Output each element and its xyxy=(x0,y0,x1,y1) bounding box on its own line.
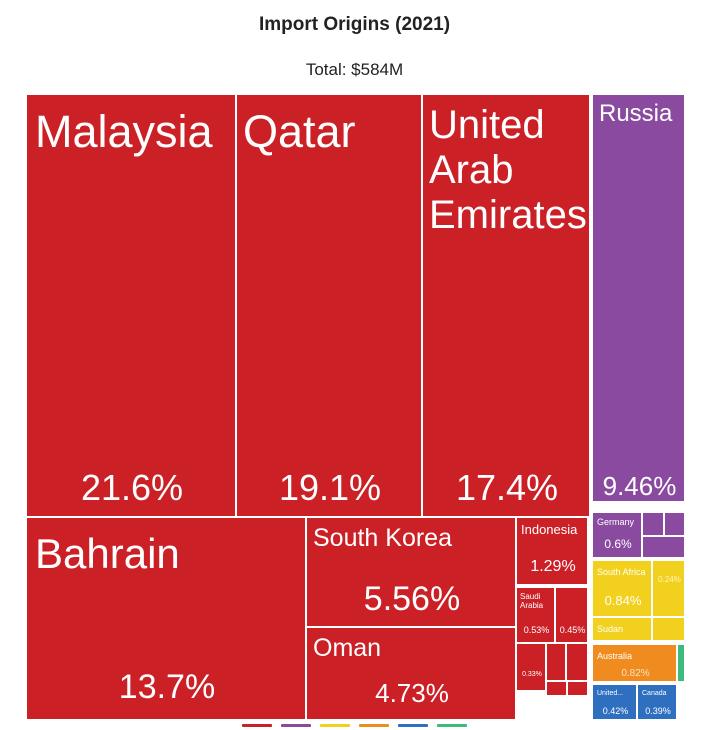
treemap-tile-united-arab-emirates[interactable]: United Arab Emirates 17.4% xyxy=(422,94,590,517)
chart-title: Import Origins (2021) xyxy=(258,14,451,35)
treemap-tile-qatar[interactable]: Qatar 19.1% xyxy=(236,94,422,517)
treemap-tile-other-20[interactable]: 0.24% xyxy=(652,560,685,617)
tile-name: Qatar xyxy=(243,106,356,157)
treemap-tile-united[interactable]: United... 0.42% xyxy=(592,684,637,720)
tile-value: 0.42% xyxy=(602,706,629,716)
tile-name: Sudan xyxy=(597,624,624,634)
treemap-tile-other-9[interactable]: 0.45% xyxy=(555,587,588,643)
legend-swatch-5[interactable] xyxy=(437,724,467,727)
tile-value: 0.53% xyxy=(523,625,550,635)
tile-value: 5.56% xyxy=(363,580,461,618)
treemap-tile-other-12[interactable] xyxy=(566,643,588,681)
tile-name: Indonesia xyxy=(521,522,578,537)
legend-swatch-2[interactable] xyxy=(320,724,350,727)
tile-name: United... xyxy=(597,690,624,697)
treemap-tile-saudi-arabia[interactable]: Saudi Arabia 0.53% xyxy=(516,587,555,643)
tile-value: 0.82% xyxy=(621,668,650,679)
legend xyxy=(0,724,709,730)
treemap-tile-canada[interactable]: Canada 0.39% xyxy=(637,684,677,720)
treemap-tile-other-10[interactable]: 0.33% xyxy=(516,643,546,691)
tile-value: 19.1% xyxy=(278,467,382,508)
treemap-tile-south-africa[interactable]: South Africa 0.84% xyxy=(592,560,652,617)
treemap-tile-other-14[interactable] xyxy=(567,681,588,696)
treemap-tile-other-13[interactable] xyxy=(546,681,567,696)
legend-swatch-3[interactable] xyxy=(359,724,389,727)
tile-name: Canada xyxy=(642,690,667,697)
treemap-tile-oman[interactable]: Oman 4.73% xyxy=(306,627,516,720)
tile-value: 0.24% xyxy=(658,575,681,584)
tile-value: 0.45% xyxy=(559,625,586,635)
treemap-tile-australia[interactable]: Australia 0.82% xyxy=(592,644,677,682)
tile-name: Germany xyxy=(597,517,635,527)
tile-name: Saudi Arabia xyxy=(520,592,544,610)
treemap-tile-other-22[interactable] xyxy=(652,617,685,641)
tile-value: 0.6% xyxy=(604,537,632,551)
tile-value: 4.73% xyxy=(375,678,449,708)
tile-name: South Africa xyxy=(597,567,646,577)
tile-name: South Korea xyxy=(313,524,452,552)
tile-value: 0.84% xyxy=(604,593,642,608)
treemap-tile-sudan[interactable]: Sudan xyxy=(592,617,652,641)
treemap-tile-bahrain[interactable]: Bahrain 13.7% xyxy=(26,517,306,720)
tile-value: 1.29% xyxy=(530,558,576,575)
tile-value: 17.4% xyxy=(455,467,559,508)
tile-name: United Arab Emirates xyxy=(429,103,587,237)
tile-value: 21.6% xyxy=(80,467,184,508)
legend-swatch-4[interactable] xyxy=(398,724,428,727)
tile-value: 9.46% xyxy=(602,471,677,501)
treemap-tile-malaysia[interactable]: Malaysia 21.6% xyxy=(26,94,236,517)
tile-name: Bahrain xyxy=(35,530,180,577)
tile-value: 13.7% xyxy=(118,668,216,706)
treemap-tile-germany[interactable]: Germany 0.6% xyxy=(592,512,642,558)
tile-name: Malaysia xyxy=(35,106,213,157)
legend-swatch-1[interactable] xyxy=(281,724,311,727)
tile-value: 0.33% xyxy=(522,671,542,678)
treemap-tile-russia[interactable]: Russia 9.46% xyxy=(592,94,685,502)
tile-name: Russia xyxy=(599,100,673,127)
tile-name: Australia xyxy=(597,651,633,661)
treemap-tile-other-17[interactable] xyxy=(664,512,685,536)
tile-value: 0.39% xyxy=(645,706,671,716)
treemap-tile-other-26[interactable] xyxy=(677,644,685,682)
tile-name: Oman xyxy=(313,634,382,662)
chart-subtitle: Total: $584M xyxy=(305,60,404,79)
treemap-tile-sri[interactable] xyxy=(546,643,566,681)
treemap-tile-indonesia[interactable]: Indonesia 1.29% xyxy=(516,517,588,585)
treemap-tile-south-korea[interactable]: South Korea 5.56% xyxy=(306,517,516,627)
treemap-tile-other-18[interactable] xyxy=(642,536,685,558)
treemap: Malaysia 21.6% Qatar 19.1% United Arab Emira… xyxy=(26,94,685,720)
treemap-tile-other-16[interactable] xyxy=(642,512,664,536)
legend-swatch-0[interactable] xyxy=(242,724,272,727)
